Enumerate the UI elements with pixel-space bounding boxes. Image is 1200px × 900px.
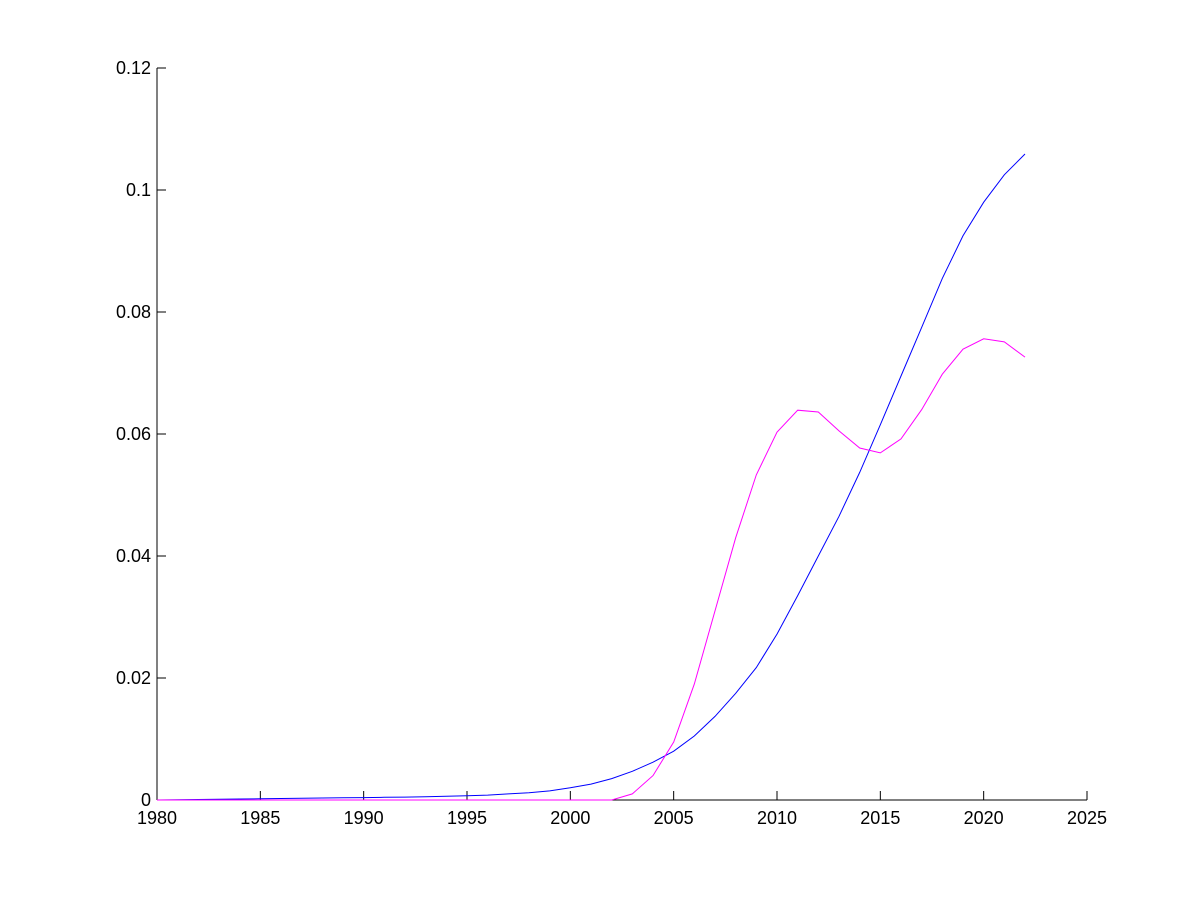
x-tick-label: 1990 xyxy=(344,808,384,828)
series-line-1 xyxy=(156,153,1026,801)
y-tick-label: 0.12 xyxy=(116,58,151,78)
x-tick-label: 2000 xyxy=(550,808,590,828)
axes: 1980 1985 1990 1995 2000 2005 2010 2015 2020 2025… xyxy=(116,58,1107,828)
y-tick-label: 0.04 xyxy=(116,546,151,566)
x-tick-label: 1985 xyxy=(240,808,280,828)
x-tick-label: 1980 xyxy=(137,808,177,828)
y-tick-label: 0.1 xyxy=(126,180,151,200)
x-tick-label: 1995 xyxy=(447,808,487,828)
x-tick-label: 2010 xyxy=(757,808,797,828)
y-tick-label: 0.08 xyxy=(116,302,151,322)
x-tick-label: 2015 xyxy=(860,808,900,828)
series-line-2 xyxy=(157,338,1026,801)
y-tick-label: 0.06 xyxy=(116,424,151,444)
x-tick-label: 2005 xyxy=(654,808,694,828)
x-tick-label: 2025 xyxy=(1067,808,1107,828)
x-tick-label: 2020 xyxy=(964,808,1004,828)
y-tick-label: 0 xyxy=(141,790,151,810)
series-group xyxy=(156,153,1026,801)
y-tick-label: 0.02 xyxy=(116,668,151,688)
